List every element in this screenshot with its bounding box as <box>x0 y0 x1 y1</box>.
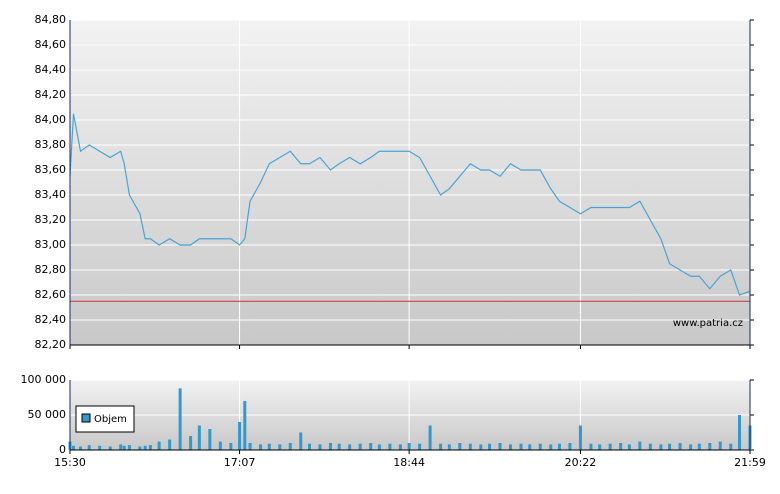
volume-bar <box>468 443 472 450</box>
volume-bar <box>168 439 172 450</box>
volume-bar <box>479 444 483 450</box>
y-tick-label: 84,60 <box>35 38 67 51</box>
volume-bar <box>578 425 582 450</box>
volume-bar <box>729 443 733 450</box>
y-tick-label: 84,40 <box>35 63 67 76</box>
volume-bar <box>557 443 561 450</box>
volume-bar <box>538 443 542 450</box>
volume-bar <box>528 444 532 450</box>
y-tick-label: 50 000 <box>28 408 67 421</box>
volume-bar <box>71 445 75 450</box>
legend-label: Objem <box>94 414 127 425</box>
volume-bar <box>519 443 523 450</box>
volume-bar <box>143 445 147 450</box>
volume-bar <box>598 444 602 450</box>
volume-bar <box>509 444 513 450</box>
volume-bar <box>738 415 742 450</box>
volume-bar <box>689 444 693 450</box>
y-tick-label: 83,20 <box>35 213 67 226</box>
volume-bar <box>78 446 82 450</box>
volume-bar <box>407 443 411 450</box>
y-tick-label: 84,00 <box>35 113 67 126</box>
x-tick-label: 17:07 <box>224 456 256 469</box>
y-tick-label: 83,40 <box>35 188 67 201</box>
volume-bar <box>218 441 222 450</box>
volume-bar <box>87 445 91 450</box>
volume-bar <box>307 443 311 450</box>
volume-bar <box>248 443 252 450</box>
volume-bar <box>288 443 292 450</box>
volume-bar <box>377 444 381 450</box>
volume-bar <box>178 388 182 450</box>
volume-bar <box>398 444 402 450</box>
volume-bar <box>668 443 672 450</box>
volume-bar <box>549 444 553 450</box>
x-tick-label: 21:59 <box>734 456 766 469</box>
volume-bar <box>358 443 362 450</box>
volume-bar <box>148 445 152 450</box>
volume-bar <box>447 444 451 450</box>
y-tick-label: 84,80 <box>35 13 67 26</box>
volume-bar <box>348 444 352 450</box>
volume-bar <box>608 443 612 450</box>
y-tick-label: 82,80 <box>35 263 67 276</box>
volume-bar <box>638 441 642 450</box>
x-tick-label: 15:30 <box>54 456 86 469</box>
volume-bar <box>108 446 112 450</box>
y-tick-label: 83,80 <box>35 138 67 151</box>
volume-bar <box>267 443 271 450</box>
x-tick-label: 18:44 <box>393 456 425 469</box>
volume-bar <box>439 443 443 450</box>
volume-bar <box>418 443 422 450</box>
y-tick-label: 83,60 <box>35 163 67 176</box>
price-line <box>69 113 751 296</box>
volume-bar <box>328 443 332 450</box>
volume-bar <box>337 443 341 450</box>
volume-bar <box>189 436 193 450</box>
volume-bar <box>98 445 102 450</box>
price-panel <box>70 20 750 345</box>
y-tick-label: 84,20 <box>35 88 67 101</box>
y-tick-label: 82,20 <box>35 338 67 351</box>
volume-bar <box>208 429 212 450</box>
volume-bar <box>318 444 322 450</box>
volume-bar <box>138 446 142 450</box>
volume-bar <box>718 441 722 450</box>
y-tick-label: 100 000 <box>21 373 67 386</box>
volume-bar <box>388 443 392 450</box>
volume-bar <box>488 443 492 450</box>
volume-bar <box>619 443 623 450</box>
volume-bar <box>119 444 123 450</box>
volume-bar <box>428 425 432 450</box>
volume-bar <box>627 444 631 450</box>
y-tick-label: 82,60 <box>35 288 67 301</box>
x-tick-label: 20:22 <box>565 456 597 469</box>
volume-bar <box>369 443 373 450</box>
volume-bar <box>229 443 233 450</box>
volume-bar <box>127 445 131 450</box>
volume-bar <box>648 443 652 450</box>
volume-bar <box>157 441 161 450</box>
volume-bar <box>697 443 701 450</box>
volume-bar <box>659 444 663 450</box>
volume-bar <box>122 445 126 450</box>
y-tick-label: 0 <box>59 443 66 456</box>
watermark: www.patria.cz <box>673 318 743 329</box>
y-tick-label: 83,00 <box>35 238 67 251</box>
volume-bar <box>243 401 247 450</box>
volume-bar <box>568 443 572 450</box>
volume-bar <box>458 443 462 450</box>
volume-bar <box>197 425 201 450</box>
volume-bar <box>278 444 282 450</box>
volume-bar <box>589 443 593 450</box>
volume-bar <box>259 444 263 450</box>
volume-bar <box>678 443 682 450</box>
volume-bar <box>498 443 502 450</box>
volume-bar <box>299 432 303 450</box>
volume-bar <box>708 443 712 450</box>
volume-bar <box>238 422 242 450</box>
y-tick-label: 82,40 <box>35 313 67 326</box>
legend-swatch <box>81 413 91 423</box>
